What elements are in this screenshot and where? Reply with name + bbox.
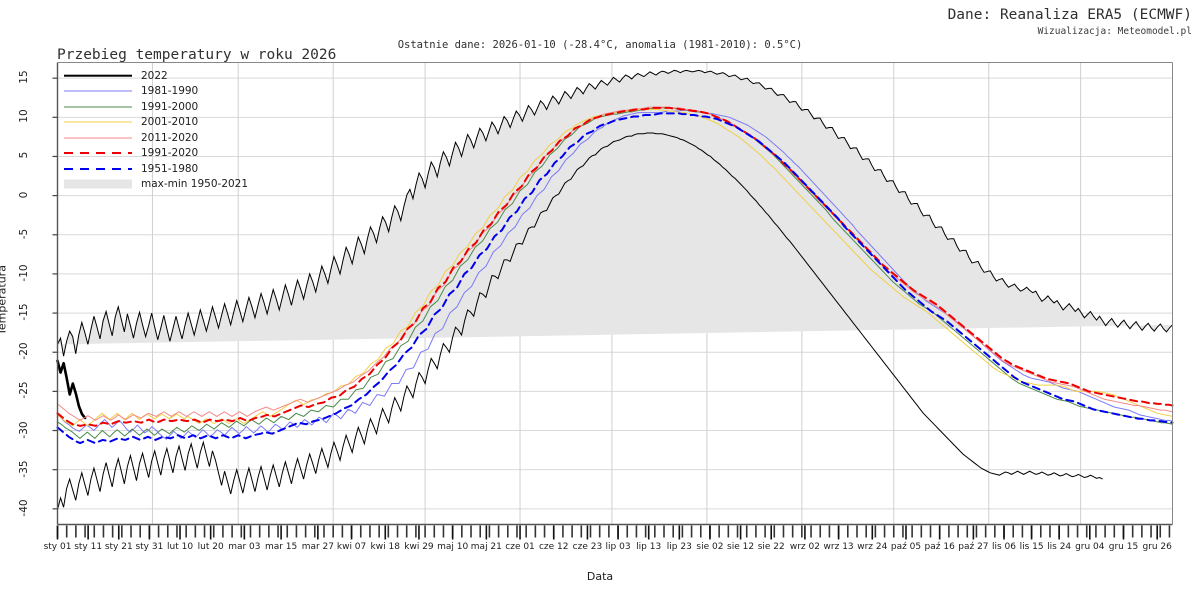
x-tick-label: sty 11 <box>74 541 103 552</box>
x-tick-label: lut 10 <box>166 541 194 552</box>
legend-item: 1991-2000 <box>64 99 294 115</box>
x-tick-label: lip 03 <box>605 541 631 552</box>
x-tick-label: lis 15 <box>1019 541 1044 552</box>
legend-label: 2011-2020 <box>141 131 199 144</box>
legend-item: 1981-1990 <box>64 84 294 100</box>
chart-legend: 2022 1981-1990 1991-2000 2001-2010 2011-2020… <box>64 68 294 192</box>
legend-swatch-icon <box>64 179 132 190</box>
series-line-1951-1980 <box>56 112 1174 445</box>
series-line-2022 <box>56 359 87 420</box>
x-tick-label: gru 26 <box>1142 541 1172 552</box>
x-axis-label: Data <box>586 570 614 583</box>
x-tick-label: kwi 07 <box>336 541 367 552</box>
x-tick-label: wrz 24 <box>857 541 888 552</box>
x-tick-label: mar 03 <box>228 541 261 552</box>
x-tick-label: maj 10 <box>437 541 469 552</box>
legend-label: 2022 <box>141 69 168 82</box>
x-tick-label: wrz 02 <box>789 541 820 552</box>
legend-item: max-min 1950-2021 <box>64 177 294 193</box>
legend-swatch-icon <box>64 148 132 159</box>
legend-swatch-icon <box>64 132 132 143</box>
x-tick-label: sty 31 <box>135 541 164 552</box>
legend-swatch-icon <box>64 70 132 81</box>
legend-label: 2001-2010 <box>141 116 199 129</box>
x-tick-label: sie 02 <box>696 541 724 552</box>
x-tick-label: lis 06 <box>992 541 1017 552</box>
x-tick-label: sie 22 <box>757 541 785 552</box>
legend-item: 1991-2020 <box>64 146 294 162</box>
legend-label: 1951-1980 <box>141 162 199 175</box>
series-line-2011-2020 <box>57 106 1173 421</box>
legend-swatch-icon <box>64 101 132 112</box>
legend-label: max-min 1950-2021 <box>141 178 249 191</box>
x-tick-label: sty 01 <box>43 541 72 552</box>
legend-swatch-icon <box>64 117 132 128</box>
x-tick-label: sty 21 <box>104 541 133 552</box>
x-tick-label: paź 16 <box>924 541 955 552</box>
series-line-1991-2020 <box>56 106 1174 427</box>
chart-title-line1: Przebieg temperatury w roku 2026 <box>57 47 337 63</box>
x-tick-label: gru 04 <box>1075 541 1105 552</box>
legend-label: 1991-2000 <box>141 100 199 113</box>
x-tick-label: kwi 29 <box>404 541 434 552</box>
x-tick-label: cze 23 <box>572 541 603 552</box>
legend-item: 2022 <box>64 68 294 84</box>
x-tick-label: kwi 18 <box>370 541 400 552</box>
legend-label: 1991-2020 <box>141 147 199 160</box>
data-source-text: Dane: Reanaliza ERA5 (ECMWF) <box>947 7 1192 23</box>
series-line-1991-2000 <box>57 107 1173 439</box>
legend-item: 2001-2010 <box>64 115 294 131</box>
x-tick-label: paź 05 <box>890 541 922 552</box>
legend-item: 1951-1980 <box>64 161 294 177</box>
x-tick-label: mar 15 <box>264 541 298 552</box>
legend-swatch-icon <box>64 163 132 174</box>
chart-subtitle: Ostatnie dane: 2026-01-10 (-28.4°C, anom… <box>397 39 803 51</box>
chart-source-block: Dane: Reanaliza ERA5 (ECMWF) Wizualizacj… <box>948 5 1192 39</box>
y-tick-label: -40 <box>18 499 30 517</box>
legend-swatch-icon <box>64 86 132 97</box>
x-tick-label: lip 23 <box>666 541 692 552</box>
x-tick-label: wrz 13 <box>823 541 854 552</box>
x-tick-label: lis 24 <box>1047 541 1072 552</box>
x-tick-label: lut 20 <box>197 541 224 552</box>
x-tick-label: lip 13 <box>636 541 662 552</box>
x-tick-label: gru 15 <box>1108 541 1139 552</box>
x-tick-label: paź 27 <box>958 541 989 552</box>
legend-label: 1981-1990 <box>141 85 199 98</box>
visualization-credit-text: Wizualizacja: Meteomodel.pl <box>1037 26 1192 37</box>
x-tick-label: maj 21 <box>470 541 502 552</box>
x-tick-label: sie 12 <box>727 541 755 552</box>
series-line-2001-2010 <box>57 108 1173 427</box>
x-tick-label: cze 12 <box>538 541 569 552</box>
x-tick-label: cze 01 <box>505 541 535 552</box>
legend-item: 2011-2020 <box>64 130 294 146</box>
x-tick-label: mar 27 <box>301 541 335 552</box>
